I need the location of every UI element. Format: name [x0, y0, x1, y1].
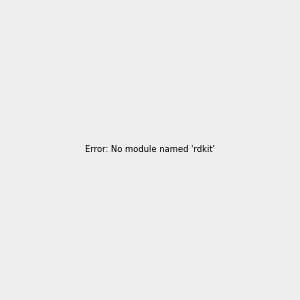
Text: Error: No module named 'rdkit': Error: No module named 'rdkit' — [85, 146, 215, 154]
